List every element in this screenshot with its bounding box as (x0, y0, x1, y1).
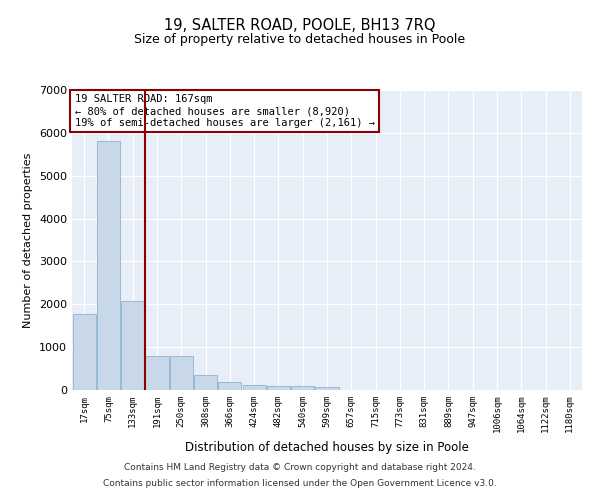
Bar (316, 386, 338, 390)
Bar (73, 314, 95, 390)
Bar (121, 301, 144, 390)
Text: Contains HM Land Registry data © Crown copyright and database right 2024.: Contains HM Land Registry data © Crown c… (124, 464, 476, 472)
Text: Contains public sector information licensed under the Open Government Licence v3: Contains public sector information licen… (103, 478, 497, 488)
Text: Size of property relative to detached houses in Poole: Size of property relative to detached ho… (134, 32, 466, 46)
Bar (97, 142, 120, 390)
Bar (218, 382, 241, 390)
Text: 19 SALTER ROAD: 167sqm
← 80% of detached houses are smaller (8,920)
19% of semi-: 19 SALTER ROAD: 167sqm ← 80% of detached… (74, 94, 374, 128)
Bar (291, 386, 314, 390)
Bar (170, 356, 193, 390)
Bar (145, 356, 169, 390)
Text: 19, SALTER ROAD, POOLE, BH13 7RQ: 19, SALTER ROAD, POOLE, BH13 7RQ (164, 18, 436, 32)
Bar (194, 376, 217, 390)
Y-axis label: Number of detached properties: Number of detached properties (23, 152, 34, 328)
Bar (242, 385, 266, 390)
Bar (267, 386, 290, 390)
X-axis label: Distribution of detached houses by size in Poole: Distribution of detached houses by size … (185, 441, 469, 454)
